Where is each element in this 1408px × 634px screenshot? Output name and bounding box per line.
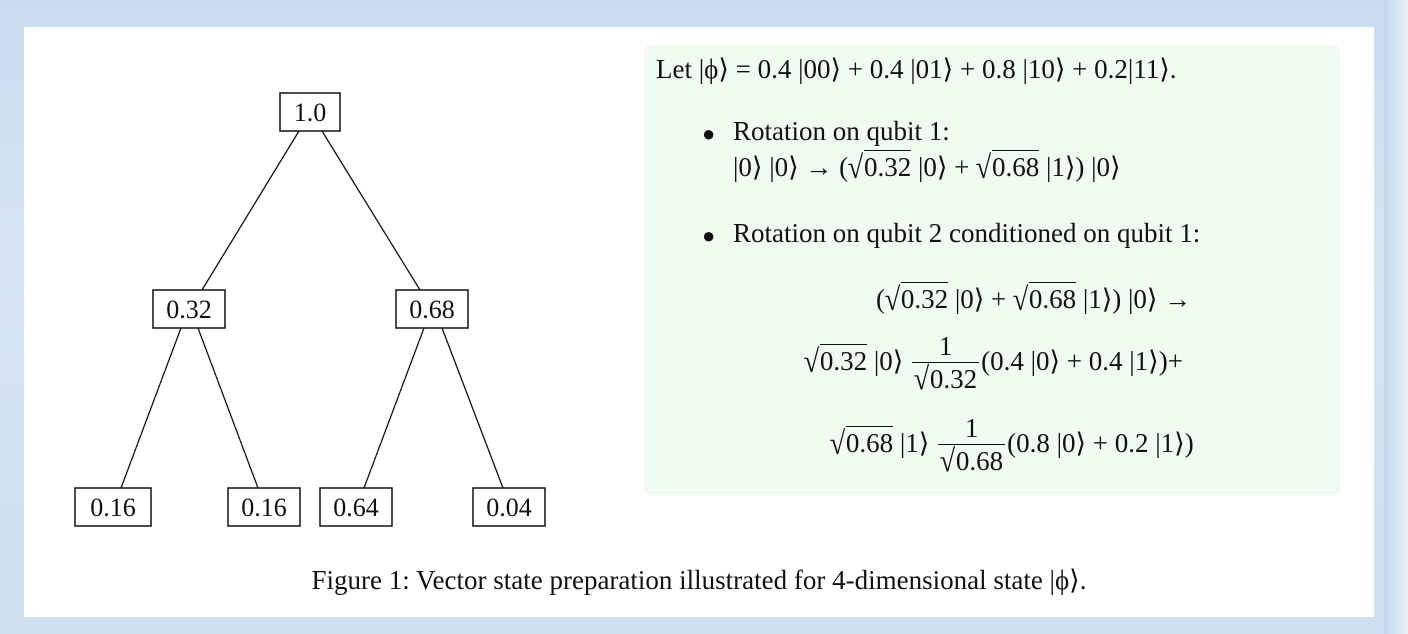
window-edge (1384, 0, 1408, 634)
probability-tree: 1.0 0.32 0.68 0.16 0.16 0.64 0.04 (74, 92, 546, 527)
tree-node-label: 1.0 (294, 98, 327, 127)
tree-node-box (227, 487, 301, 527)
tree-node-label: 0.32 (166, 295, 212, 324)
tree-edge-root-l (201, 130, 300, 291)
tree-node-label: 0.04 (486, 493, 532, 522)
tree-node-label: 0.16 (241, 493, 287, 522)
tree-node-l: 0.32 (152, 289, 226, 329)
tree-node-root: 1.0 (279, 92, 341, 132)
bullet-1-marker: ● (702, 121, 716, 146)
tree-node-label: 0.68 (409, 295, 455, 324)
tree-node-r: 0.68 (395, 289, 469, 329)
tree-edge-root-r (321, 130, 421, 291)
sqrt-term: √0.68 (975, 148, 1040, 185)
tree-node-box (472, 487, 546, 527)
tree-node-label: 0.16 (90, 493, 136, 522)
explanation-panel: Let |ϕ⟩ = 0.4 |00⟩ + 0.4 |01⟩ + 0.8 |10⟩… (644, 45, 1340, 495)
equation-line-1: (√0.32 |0⟩ + √0.68 |1⟩) |0⟩ → (876, 280, 1192, 317)
tree-edge-l-ll (120, 327, 182, 489)
tree-node-ll: 0.16 (74, 487, 152, 527)
bullet-2-marker: ● (702, 223, 716, 248)
tree-node-rr: 0.04 (472, 487, 546, 527)
bullet-1-equation: |0⟩ |0⟩ → (√0.32 |0⟩ + √0.68 |1⟩) |0⟩ (733, 148, 1121, 185)
tree-node-box (279, 92, 341, 132)
figure-caption: Figure 1: Vector state preparation illus… (311, 565, 1087, 595)
tree-node-box (152, 289, 226, 329)
equation-line-3: √0.68 |1⟩ 1 √0.68 (0.8 |0⟩ + 0.2 |1⟩) (829, 413, 1194, 479)
tree-nodes: 1.0 0.32 0.68 0.16 0.16 0.64 0.04 (74, 92, 546, 527)
equation-line-2: √0.32 |0⟩ 1 √0.32 (0.4 |0⟩ + 0.4 |1⟩)+ (803, 331, 1183, 397)
tree-edges (120, 130, 504, 489)
tree-node-label: 0.64 (333, 493, 379, 522)
tree-node-box (74, 487, 152, 527)
fraction: 1 √0.68 (938, 413, 1006, 479)
tree-node-rl: 0.64 (319, 487, 393, 527)
tree-edge-l-lr (197, 327, 259, 489)
bullet-1-title: Rotation on qubit 1: (733, 116, 950, 146)
tree-node-box (395, 289, 469, 329)
tree-edge-r-rl (363, 327, 425, 489)
state-definition: Let |ϕ⟩ = 0.4 |00⟩ + 0.4 |01⟩ + 0.8 |10⟩… (656, 54, 1177, 84)
bullet-2-title: Rotation on qubit 2 conditioned on qubit… (733, 218, 1201, 248)
figure-page: 1.0 0.32 0.68 0.16 0.16 0.64 0.04 Let |ϕ⟩ = 0.… (24, 27, 1374, 617)
tree-node-lr: 0.16 (227, 487, 301, 527)
tree-edge-r-rr (441, 327, 504, 489)
sqrt-term: √0.32 (847, 148, 912, 185)
tree-node-box (319, 487, 393, 527)
fraction: 1 √0.32 (912, 331, 980, 397)
